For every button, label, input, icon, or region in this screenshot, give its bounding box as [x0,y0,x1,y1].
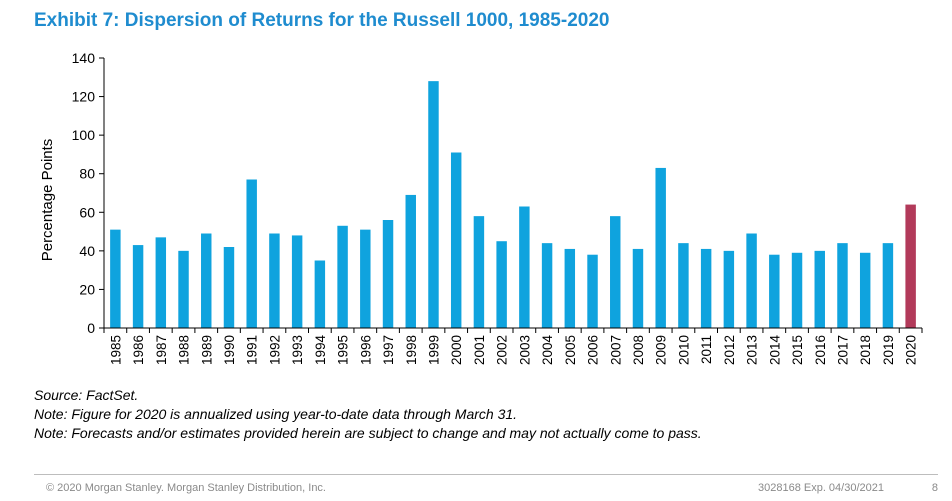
x-tick-label: 2019 [881,335,896,365]
bar-1995 [337,225,348,328]
x-tick-label: 1986 [131,335,146,365]
bar-1991 [246,179,257,328]
bar-2013 [746,233,757,328]
bar-2019 [882,243,894,328]
source-note: Source: FactSet. [34,387,139,403]
x-tick-label: 2009 [654,335,669,365]
page-number: 8 [931,482,938,494]
bar-2001 [473,216,485,328]
bar-2015 [791,252,803,328]
bar-1997 [382,220,394,328]
x-tick-label: 2007 [608,335,623,365]
x-tick-label: 2011 [699,335,714,364]
footer-divider [34,474,938,475]
y-tick-label: 80 [79,166,95,182]
y-axis: 0 20 40 60 80 100 120 140 [72,50,105,336]
x-tick-label: 2018 [858,335,873,365]
x-tick-label: 1995 [336,335,351,365]
bar-2009 [655,167,666,328]
bar-2008 [632,248,644,328]
x-tick-label: 1996 [358,335,373,365]
x-tick-label: 1991 [245,335,260,365]
bar-1989 [201,233,212,328]
document-code: 3028168 Exp. 04/30/2021 [757,482,884,494]
bar-2010 [678,243,689,328]
bar-2002 [496,241,507,328]
x-tick-label: 2012 [722,335,737,365]
annualized-note: Note: Figure for 2020 is annualized usin… [34,406,518,422]
x-tick-label: 2004 [540,335,555,366]
x-tick-label: 2005 [563,335,578,365]
bar-2003 [519,206,530,328]
x-tick-label: 2002 [495,335,510,365]
bar-2016 [814,250,825,328]
bar-1993 [291,235,303,328]
bar-2000 [450,152,462,328]
x-tick-label: 1988 [177,335,192,365]
bar-1986 [132,245,144,328]
y-tick-label: 60 [79,204,95,220]
bar-1999 [428,81,439,328]
x-tick-label: 2020 [904,335,919,365]
bar-2018 [859,252,871,328]
x-tick-label: 1989 [199,335,214,365]
x-tick-label: 1997 [381,335,396,365]
x-tick-label: 1993 [290,335,305,365]
bar-1994 [314,260,326,328]
bars [110,81,916,328]
x-tick-label: 2001 [472,335,487,365]
y-tick-label: 100 [72,127,96,143]
x-tick-label: 2003 [517,335,532,365]
x-tick-label: 1999 [426,335,441,365]
x-tick-label: 2015 [790,335,805,365]
forecast-disclaimer: Note: Forecasts and/or estimates provide… [34,425,702,441]
bar-1987 [155,237,167,328]
bar-1998 [405,194,416,328]
y-tick-label: 20 [79,281,95,297]
bar-1996 [360,229,371,328]
chart-title: Exhibit 7: Dispersion of Returns for the… [34,10,610,31]
bar-1985 [110,229,121,328]
x-tick-label: 1992 [267,335,282,365]
x-tick-label: 2006 [586,335,601,365]
bar-1992 [269,233,280,328]
x-axis: 1985 1986 1987 1988 1989 1990 1991 1992 1993 1994… [103,327,923,366]
x-tick-label: 2014 [767,335,782,366]
y-tick-label: 0 [87,320,95,336]
chart-notes: Source: FactSet. Note: Figure for 2020 i… [34,386,702,443]
x-tick-label: 1998 [404,335,419,365]
y-tick-label: 40 [79,243,95,259]
bar-2014 [769,254,780,328]
bar-2020 [905,204,916,328]
x-tick-label: 2000 [449,335,464,365]
y-tick-label: 120 [72,89,96,105]
x-tick-label: 1985 [108,335,123,365]
bar-1988 [178,250,189,328]
bar-2007 [610,216,621,328]
bar-2005 [564,248,576,328]
copyright: © 2020 Morgan Stanley. Morgan Stanley Di… [46,482,326,494]
bar-2004 [541,243,553,328]
x-tick-label: 2008 [631,335,646,365]
x-tick-label: 2010 [676,335,691,365]
bar-2011 [700,248,712,328]
y-tick-label: 140 [72,50,96,66]
x-tick-label: 1987 [154,335,169,365]
x-tick-label: 2016 [813,335,828,365]
x-tick-label: 2017 [835,335,850,365]
bar-2012 [723,250,735,328]
x-tick-label: 1990 [222,335,237,365]
x-tick-label: 1994 [313,335,328,366]
bar-2006 [587,254,598,328]
y-axis-label: Percentage Points [39,139,56,262]
bar-1990 [223,247,235,328]
bar-2017 [837,243,848,328]
x-tick-label: 2013 [745,335,760,365]
